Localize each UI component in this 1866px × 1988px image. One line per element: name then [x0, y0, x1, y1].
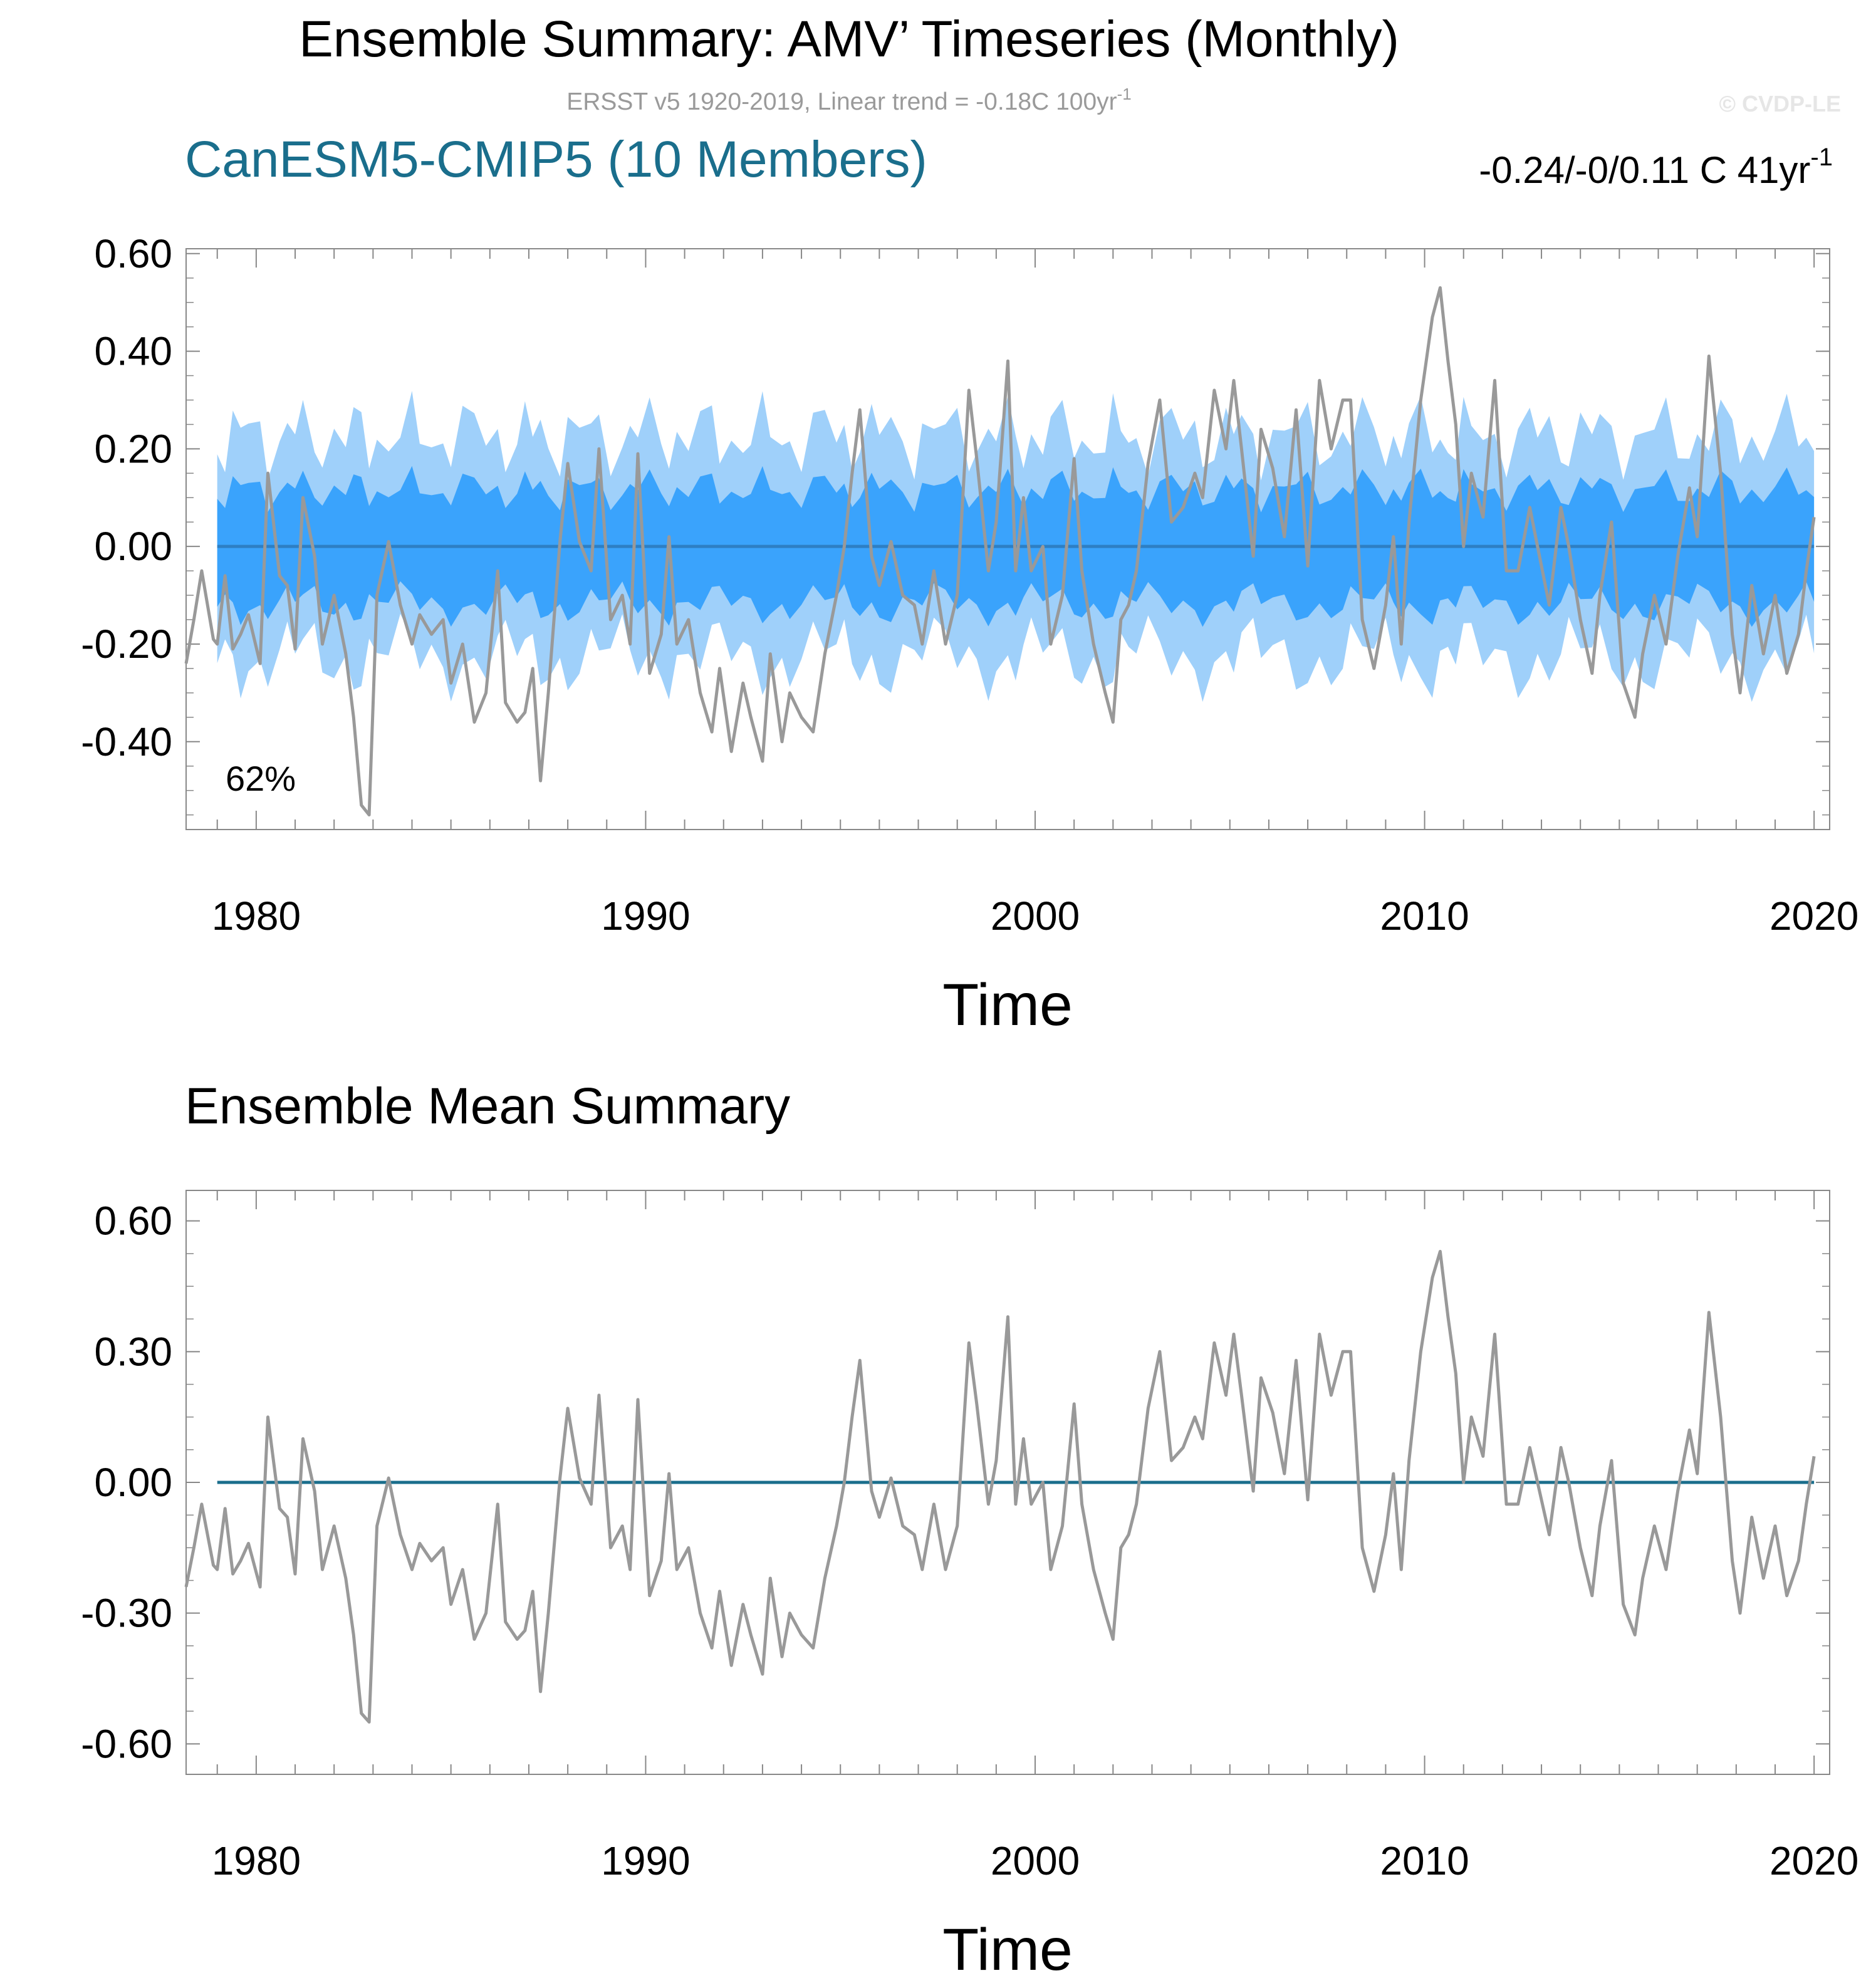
y-tick-label: 0.40	[94, 329, 172, 374]
figure-title: Ensemble Summary: AMV’ Timeseries (Month…	[299, 11, 1399, 68]
trend-label-sup: -1	[1810, 143, 1833, 171]
y-tick-label: 0.60	[94, 1199, 172, 1244]
x-tick-label: 2000	[991, 1838, 1080, 1883]
y-tick-label: 0.20	[94, 426, 172, 471]
x-tick-label: 2010	[1380, 1838, 1469, 1883]
x-tick-label: 1980	[212, 1838, 301, 1883]
plot-area-bottom: 0.60 0.30 0.00 -0.30 -0.60 1980 1990 2000 2010 20…	[81, 1190, 1858, 1883]
x-tick-label: 2010	[1380, 893, 1469, 939]
x-tick-label: 2020	[1770, 893, 1858, 939]
ensemble-mean-title: Ensemble Mean Summary	[185, 1078, 790, 1135]
y-tick-label: 0.00	[94, 524, 172, 569]
y-tick-label: -0.20	[81, 622, 172, 667]
figure-subtitle: ERSST v5 1920-2019, Linear trend = -0.18…	[566, 85, 1132, 115]
plot-frame	[185, 248, 1830, 830]
x-tick-label: 1980	[212, 893, 301, 939]
figure-subtitle-text: ERSST v5 1920-2019, Linear trend = -0.18…	[566, 88, 1117, 115]
observed-line	[184, 1249, 1816, 1724]
y-tick-label: 0.00	[94, 1460, 172, 1505]
plot-area-top: 0.60 0.40 0.20 0.00 -0.20 -0.40 1980 1990 2000 20…	[81, 231, 1858, 939]
figure-subtitle-sup: -1	[1117, 85, 1132, 103]
observed-line	[184, 286, 1816, 817]
percent-annotation: 62%	[226, 759, 296, 798]
model-title: CanESM5-CMIP5 (10 Members)	[185, 131, 927, 188]
x-tick-label: 1990	[601, 893, 690, 939]
y-tick-label: 0.60	[94, 231, 172, 276]
y-tick-label: -0.60	[81, 1721, 172, 1766]
trend-label: -0.24/-0/0.11 C 41yr-1	[1479, 143, 1833, 191]
panel-ensemble-mean: Ensemble Mean Summary 0.60 0.30 0.00 -0.30 -…	[81, 1078, 1858, 1983]
trend-label-text: -0.24/-0/0.11 C 41yr	[1479, 149, 1810, 191]
y-tick-label: 0.30	[94, 1329, 172, 1374]
x-tick-label: 2020	[1770, 1838, 1858, 1883]
y-tick-label: -0.30	[81, 1591, 172, 1636]
x-axis-label-bottom: Time	[942, 1917, 1073, 1983]
x-axis-label-top: Time	[942, 972, 1073, 1038]
watermark: © CVDP-LE	[1719, 91, 1841, 117]
x-tick-label: 2000	[991, 893, 1080, 939]
x-tick-label: 1990	[601, 1838, 690, 1883]
panel-ensemble-summary: CanESM5-CMIP5 (10 Members) -0.24/-0/0.11…	[81, 131, 1858, 1038]
y-tick-label: -0.40	[81, 719, 172, 764]
